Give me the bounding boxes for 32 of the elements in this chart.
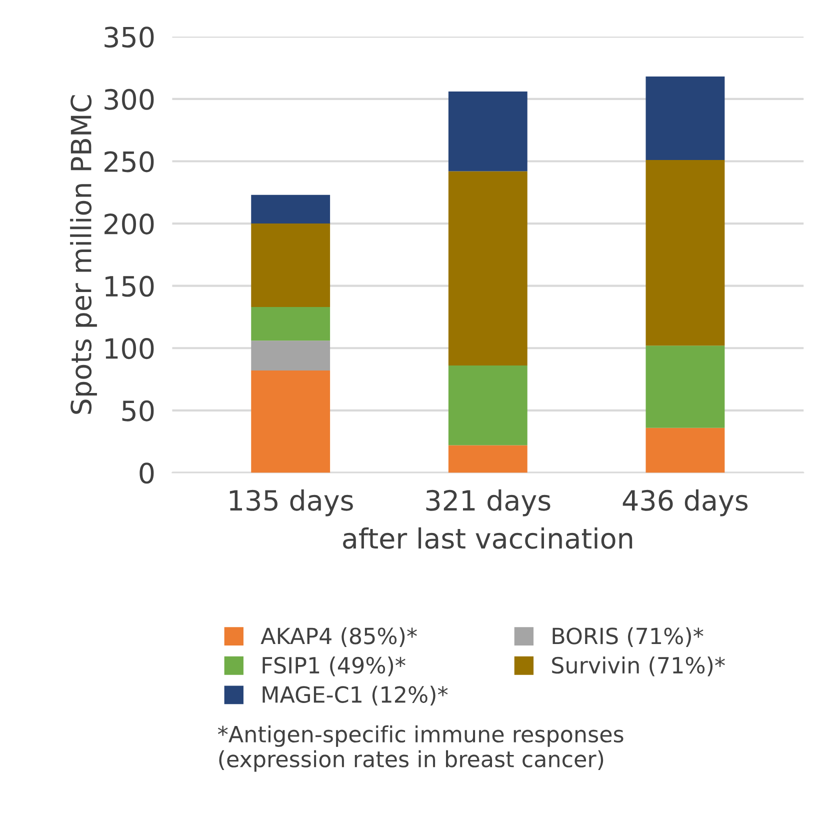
x-tick-label: 436 days (622, 489, 748, 516)
y-tick-label: 350 (104, 26, 154, 48)
bar (251, 340, 330, 371)
y-tick-label: 200 (104, 213, 154, 234)
bar (251, 224, 330, 308)
x-tick-label: 135 days (230, 489, 353, 516)
bar (646, 76, 725, 160)
y-tick-label: 50 (122, 400, 154, 422)
bar (251, 307, 330, 341)
bar (646, 346, 725, 428)
y-tick-label: 100 (106, 338, 154, 360)
text: *Antigen-specific immune responses (expression rates in breast cancer) (218, 725, 624, 772)
bar (251, 370, 330, 473)
y-axis-title: Spots per million PBMC (70, 95, 97, 414)
legend-label: AKAP4 (85%)* (260, 627, 417, 647)
y-tick-label: 150 (106, 276, 154, 297)
bar (646, 160, 725, 346)
legend-label: MAGE-C1 (12%)* (262, 686, 448, 706)
legend-label: BORIS (71%)* (552, 627, 704, 647)
bar (448, 171, 528, 366)
y-tick-label: 250 (104, 151, 154, 172)
bar (448, 445, 528, 473)
y-tick-label: 300 (104, 88, 154, 110)
bar (251, 194, 330, 224)
x-axis-title: after last vaccination (343, 527, 632, 549)
y-tick-label: 0 (140, 462, 154, 484)
x-tick-label: 321 days (426, 489, 550, 516)
legend-label: FSIP1 (49%)* (262, 656, 406, 676)
bar (646, 428, 725, 473)
bar (448, 366, 528, 446)
legend-label: Survivin (71%)* (552, 656, 725, 676)
bar (448, 91, 528, 172)
